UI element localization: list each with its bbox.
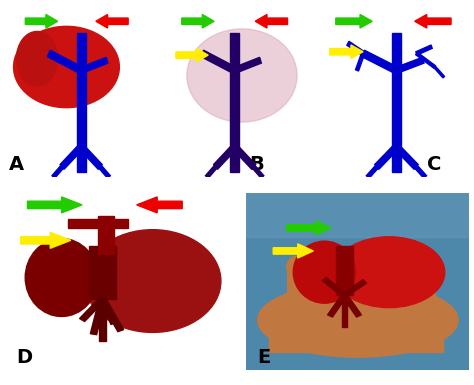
Bar	[318, 267, 340, 320]
FancyArrow shape	[343, 280, 366, 297]
Text: B: B	[249, 155, 264, 174]
Text: C: C	[427, 155, 441, 174]
FancyArrow shape	[100, 298, 124, 331]
FancyArrow shape	[234, 57, 261, 73]
FancyArrow shape	[214, 144, 237, 169]
Ellipse shape	[354, 256, 376, 278]
FancyArrow shape	[273, 244, 313, 258]
FancyArrow shape	[80, 297, 105, 321]
Ellipse shape	[14, 26, 119, 108]
FancyArrow shape	[100, 299, 106, 341]
Ellipse shape	[333, 237, 445, 308]
FancyArrow shape	[366, 166, 378, 179]
FancyArrow shape	[80, 57, 108, 73]
FancyArrow shape	[96, 15, 128, 28]
FancyArrow shape	[79, 144, 102, 169]
Text: D: D	[16, 348, 32, 367]
Ellipse shape	[187, 29, 297, 122]
FancyArrow shape	[25, 15, 58, 28]
FancyArrow shape	[91, 298, 106, 335]
Ellipse shape	[416, 256, 436, 278]
Bar	[269, 313, 443, 352]
FancyArrow shape	[137, 197, 182, 213]
Bar	[246, 192, 469, 237]
Text: E: E	[258, 348, 271, 367]
Bar	[392, 33, 401, 172]
FancyArrow shape	[176, 49, 208, 62]
FancyArrow shape	[356, 53, 365, 71]
FancyArrow shape	[416, 45, 432, 55]
FancyArrow shape	[27, 197, 82, 213]
Bar	[230, 33, 239, 172]
FancyArrow shape	[233, 144, 255, 169]
FancyArrow shape	[322, 278, 346, 297]
Ellipse shape	[25, 239, 98, 316]
Bar	[416, 267, 436, 320]
FancyArrow shape	[201, 50, 236, 74]
FancyArrow shape	[328, 294, 347, 317]
Ellipse shape	[318, 256, 340, 278]
FancyArrow shape	[255, 15, 288, 28]
Bar	[287, 267, 309, 320]
Bar	[354, 267, 376, 320]
FancyArrow shape	[362, 50, 398, 74]
FancyArrow shape	[100, 298, 117, 325]
FancyArrow shape	[347, 41, 364, 55]
FancyArrow shape	[253, 166, 264, 179]
FancyArrow shape	[330, 45, 363, 59]
FancyArrow shape	[21, 232, 71, 248]
FancyArrow shape	[342, 294, 361, 317]
Text: A: A	[9, 155, 24, 174]
FancyArrow shape	[336, 15, 372, 28]
FancyArrow shape	[287, 221, 331, 235]
FancyArrow shape	[99, 166, 110, 179]
FancyArrow shape	[415, 166, 427, 179]
Ellipse shape	[293, 241, 356, 303]
FancyArrow shape	[60, 144, 83, 169]
Bar	[89, 246, 116, 299]
Ellipse shape	[17, 32, 58, 85]
Ellipse shape	[287, 256, 309, 278]
Ellipse shape	[384, 256, 407, 278]
Bar	[77, 33, 85, 172]
FancyArrow shape	[342, 295, 347, 328]
Bar	[336, 246, 354, 295]
Ellipse shape	[258, 283, 458, 357]
FancyArrow shape	[52, 166, 64, 179]
FancyArrow shape	[396, 57, 424, 73]
Bar	[68, 219, 128, 228]
Ellipse shape	[84, 230, 221, 332]
FancyArrow shape	[47, 50, 82, 74]
FancyArrow shape	[394, 144, 418, 169]
FancyArrow shape	[375, 144, 399, 169]
Bar	[98, 216, 114, 254]
FancyArrow shape	[205, 166, 217, 179]
FancyArrow shape	[415, 15, 451, 28]
FancyArrow shape	[182, 15, 214, 28]
Bar	[384, 267, 407, 320]
FancyArrow shape	[416, 52, 436, 68]
FancyArrow shape	[434, 66, 445, 78]
